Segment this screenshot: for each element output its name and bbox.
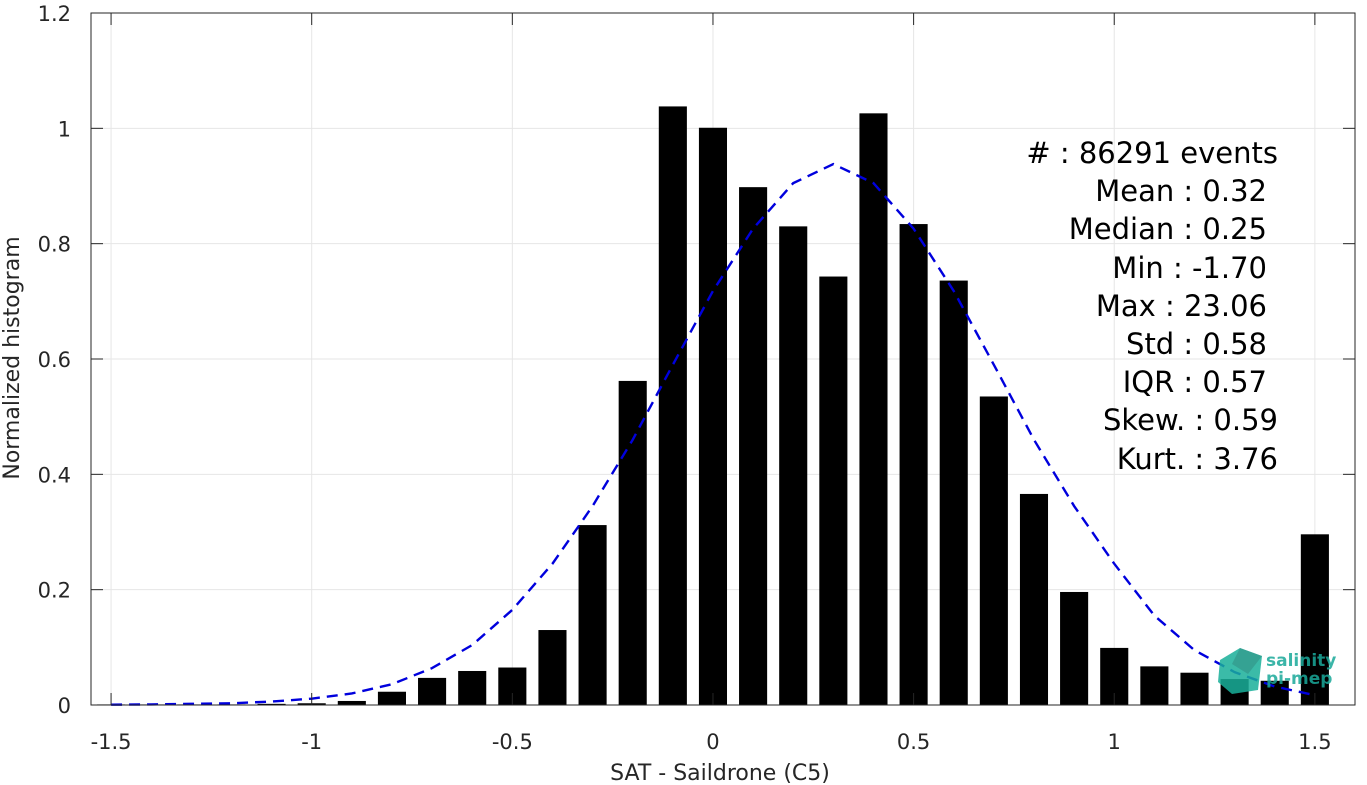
y-tick-label: 0.2 <box>38 579 71 603</box>
y-tick-label: 0.4 <box>38 463 71 487</box>
histogram-bar <box>1140 666 1169 705</box>
histogram-bar <box>819 276 848 705</box>
histogram-bar <box>899 224 928 705</box>
stats-events: # : 86291 events <box>1026 136 1278 170</box>
x-tick-label: 0 <box>706 730 719 754</box>
stats-kurt: Kurt. : 3.76 <box>1117 442 1278 476</box>
x-tick-label: 1.5 <box>1298 730 1331 754</box>
histogram-bar <box>658 106 687 706</box>
histogram-bars <box>97 106 1329 706</box>
stats-median: Median : 0.25 <box>1069 212 1267 246</box>
x-tick-label: -0.5 <box>492 730 533 754</box>
stats-min: Min : -1.70 <box>1112 251 1267 285</box>
histogram-bar <box>698 127 728 706</box>
histogram-bar <box>1060 591 1089 705</box>
stats-iqr: IQR : 0.57 <box>1123 365 1267 399</box>
histogram-bar <box>979 396 1008 705</box>
logo-text-salinity: salinity <box>1266 651 1336 671</box>
logo-icon-facet <box>1232 648 1262 674</box>
axis-ticks <box>91 12 1355 706</box>
y-tick-label: 0.8 <box>38 233 71 257</box>
histogram-bar <box>618 380 647 705</box>
stats-mean: Mean : 0.32 <box>1095 174 1267 208</box>
x-axis-title: SAT - Saildrone (C5) <box>610 761 830 785</box>
x-tick-label: 1 <box>1108 730 1121 754</box>
histogram-bar <box>939 280 968 705</box>
histogram-bar <box>257 703 286 705</box>
histogram-bar <box>1180 672 1209 705</box>
salinity-pimep-logo: salinity pi-mep <box>1218 648 1336 694</box>
histogram-bar <box>458 670 487 705</box>
histogram-bar <box>377 691 406 705</box>
histogram-bar <box>779 226 808 705</box>
y-tick-labels: 0 0.2 0.4 0.6 0.8 1 1.2 <box>38 2 71 718</box>
x-tick-labels: -1.5 -1 -0.5 0 0.5 1 1.5 <box>91 730 1332 754</box>
y-tick-label: 1.2 <box>38 2 71 26</box>
histogram-bar <box>1260 680 1289 705</box>
x-tick-label: -1.5 <box>91 730 132 754</box>
histogram-bar <box>1019 493 1049 705</box>
stats-skew: Skew. : 0.59 <box>1103 403 1278 437</box>
y-tick-label: 0 <box>58 694 71 718</box>
x-tick-label: -1 <box>301 730 322 754</box>
x-tick-label: 0.5 <box>897 730 930 754</box>
stats-std: Std : 0.58 <box>1126 327 1267 361</box>
histogram-bar <box>578 525 607 705</box>
statistics-box: # : 86291 events Mean : 0.32 Median : 0.… <box>1026 136 1278 476</box>
histogram-bar <box>1300 534 1329 705</box>
histogram-bar <box>538 630 567 705</box>
y-axis-title: Normalized histogram <box>0 236 25 479</box>
histogram-bar <box>859 113 888 706</box>
logo-text-pimep: pi-mep <box>1266 669 1332 689</box>
stats-max: Max : 23.06 <box>1096 289 1267 323</box>
histogram-bar <box>418 677 447 705</box>
y-tick-label: 1 <box>58 117 71 141</box>
y-tick-label: 0.6 <box>38 348 71 372</box>
histogram-bar <box>337 700 366 705</box>
histogram-bar <box>739 187 768 706</box>
